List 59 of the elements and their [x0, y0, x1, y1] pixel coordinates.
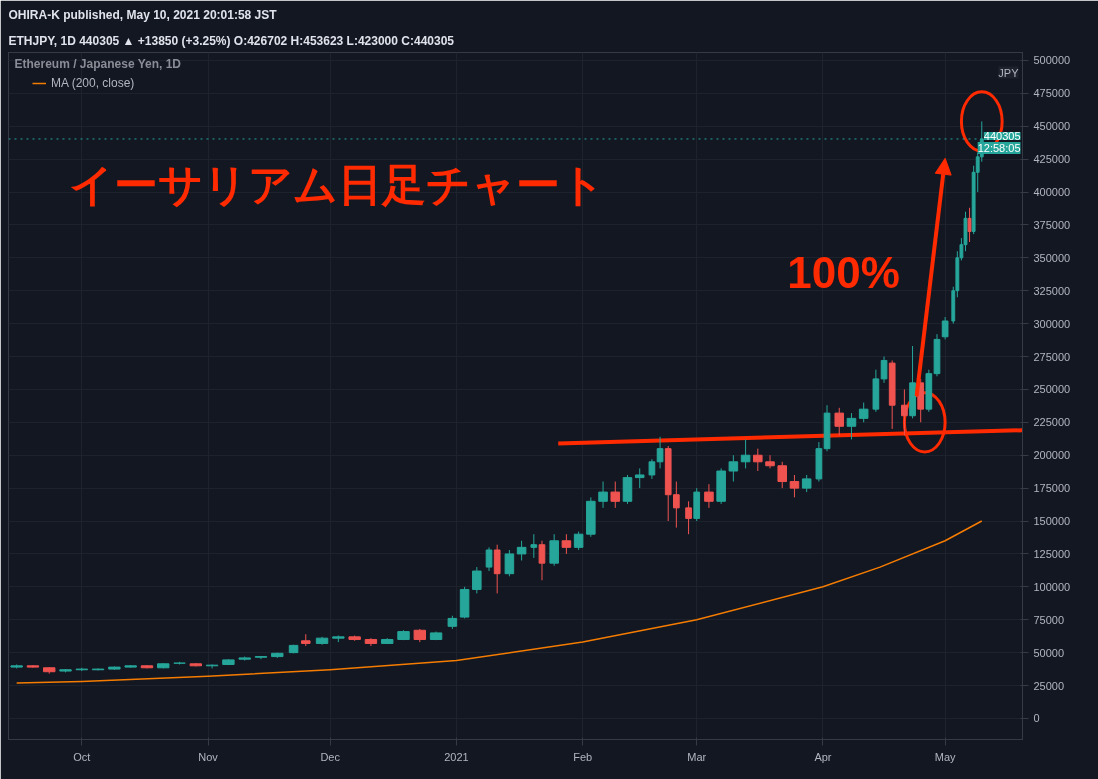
y-tick-label: 450000 [1033, 120, 1071, 133]
y-tick-label: 300000 [1033, 317, 1071, 330]
x-tick-label: May [934, 750, 957, 763]
line-series [15, 520, 983, 684]
y-tick-label: 125000 [1033, 547, 1071, 560]
text: OHIRA-K published, May 10, 2021 20:01:58 JST [8, 7, 278, 22]
y-tick-label: 50000 [1033, 646, 1065, 659]
y-tick-label: 350000 [1033, 251, 1071, 264]
candlestick [634, 467, 645, 489]
annotation: 100% [787, 247, 900, 297]
x-tick-label: 2021 [444, 750, 469, 763]
candlestick [704, 483, 714, 509]
y-tick-label: 75000 [1033, 613, 1065, 626]
x-tick-label: Dec [320, 750, 341, 763]
candlestick [573, 531, 584, 551]
y-tick-label: 275000 [1033, 350, 1071, 363]
candlestick [549, 533, 559, 567]
x-tick-label: Feb [573, 750, 593, 763]
y-tick-label: 100000 [1033, 580, 1071, 593]
candlestick [504, 549, 515, 577]
y-tick-label: 325000 [1033, 284, 1071, 297]
y-tick-label: 475000 [1033, 87, 1071, 100]
candlestick [610, 481, 621, 509]
y-tick-label: 250000 [1033, 383, 1071, 396]
text: ETHJPY, 1D 440305 ▲ +13850 (+3.25%) O:426702 H:453623 L:423000 C:440305 [8, 33, 455, 48]
candlestick [472, 566, 482, 594]
candlestick [598, 481, 608, 509]
legend-label: MA (200, close) [51, 76, 135, 90]
candlestick [561, 533, 572, 555]
y-tick-label: 425000 [1033, 153, 1071, 166]
candlestick [834, 407, 845, 436]
y-tick-label: 400000 [1033, 186, 1071, 199]
candlestick [622, 474, 633, 505]
x-tick-label: Nov [198, 750, 219, 763]
candlestick [765, 454, 775, 469]
y-tick-label: 25000 [1033, 679, 1065, 692]
annotation: 12:58:05 [977, 141, 1021, 154]
candlestick [728, 454, 739, 483]
y-tick-label: 200000 [1033, 449, 1071, 462]
candlestick [789, 474, 800, 498]
annotation: 440305 [983, 129, 1021, 142]
y-tick-label: 375000 [1033, 218, 1071, 231]
text: イーサリアム日足チャート [68, 158, 605, 210]
candlestick [858, 402, 869, 423]
y-tick-label: 500000 [1033, 54, 1071, 67]
candlestick [516, 540, 527, 562]
x-tick-label: Mar [687, 750, 707, 763]
y-tick-label: 175000 [1033, 482, 1071, 495]
candlestick [846, 412, 857, 440]
y-tick-label: 225000 [1033, 416, 1071, 429]
candlestick [777, 461, 788, 489]
annotation: JPY [998, 66, 1020, 79]
candlestick [740, 438, 751, 469]
candlestick [753, 448, 763, 472]
y-tick-label: 150000 [1033, 515, 1071, 528]
x-tick-label: Apr [814, 750, 832, 763]
x-tick-label: Oct [73, 750, 91, 763]
chart-subtitle: Ethereum / Japanese Yen, 1D [14, 56, 182, 71]
y-tick-label: 0 [1033, 712, 1040, 725]
